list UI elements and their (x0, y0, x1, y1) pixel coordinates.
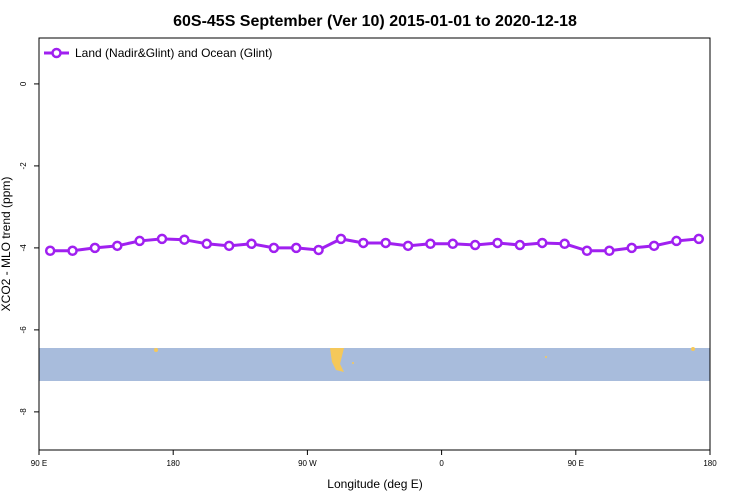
point (112, 240, 123, 252)
map-band (39, 348, 710, 381)
legend-marker (51, 47, 62, 59)
point (402, 240, 414, 252)
point (358, 237, 369, 249)
point (492, 237, 503, 249)
point (693, 233, 705, 245)
point (156, 233, 168, 245)
point (313, 244, 324, 256)
x-tick-label: 90 W (298, 459, 317, 468)
point (559, 238, 570, 250)
point (604, 245, 615, 257)
point (581, 245, 593, 257)
legend-label: Land (Nadir&Glint) and Ocean (Glint) (75, 46, 272, 60)
point (335, 233, 347, 245)
point (648, 240, 660, 252)
y-tick-label: -8 (19, 408, 28, 416)
plot-frame (38, 37, 711, 451)
x-tick-label: 0 (439, 459, 444, 468)
point (469, 239, 481, 251)
x-tick-label: 90 E (31, 459, 47, 468)
y-tick-label: -4 (19, 244, 28, 252)
x-tick-label: 90 E (568, 459, 584, 468)
point (67, 245, 78, 257)
point (514, 239, 526, 251)
point (201, 238, 212, 250)
y-tick-label: -2 (19, 162, 28, 170)
x-axis-label: Longitude (deg E) (327, 477, 422, 491)
land-shapes (154, 347, 695, 372)
point (626, 242, 637, 254)
y-tick-label: -6 (19, 326, 28, 334)
point (537, 237, 548, 249)
point (246, 238, 257, 250)
y-tick-label: 0 (19, 81, 28, 86)
point (44, 245, 56, 257)
point (179, 234, 190, 245)
x-tick-label: 180 (703, 459, 717, 468)
point (268, 242, 280, 254)
point (134, 235, 145, 247)
point (290, 242, 302, 254)
point (425, 238, 436, 250)
chart-title: 60S-45S September (Ver 10) 2015-01-01 to… (173, 13, 577, 30)
point (223, 240, 235, 252)
y-axis-label: XCO2 - MLO trend (ppm) (0, 177, 13, 312)
x-tick-label: 180 (167, 459, 181, 468)
point (89, 242, 101, 254)
point (447, 238, 459, 250)
point (671, 235, 682, 247)
series-line (50, 237, 699, 253)
point (380, 237, 391, 249)
